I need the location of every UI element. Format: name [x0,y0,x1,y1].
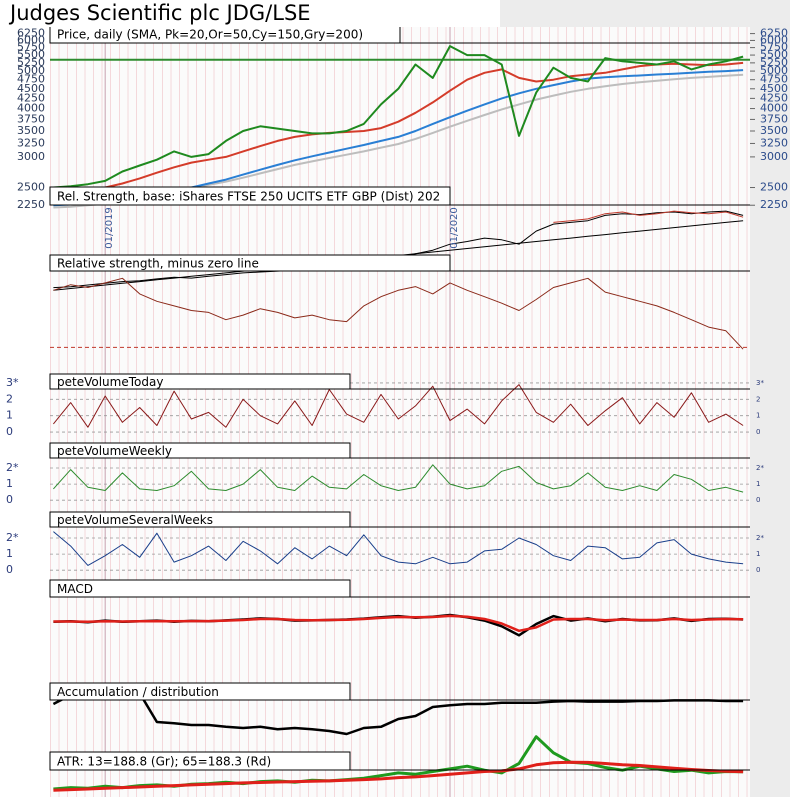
y-tick-label: 3* [6,376,19,389]
y-tick-label: 3750 [17,112,45,125]
panel-title: peteVolumeToday [57,375,163,389]
y-tick-label: 1 [6,477,13,490]
y-tick-label-right: 0 [756,428,760,436]
x-tick-label: 01/2019 [104,207,115,249]
y-tick-label: 0 [6,563,13,576]
panel-title: Accumulation / distribution [57,685,219,699]
y-tick-label-right: 3750 [760,112,788,125]
y-tick-label: 5500 [17,48,45,61]
y-tick-label: 5250 [17,56,45,69]
series-line [553,210,744,223]
y-tick-label-right: 5500 [760,48,788,61]
y-tick-label-right: 2 [756,395,760,403]
left-margin [0,0,50,797]
y-tick-label-right: 4250 [760,91,788,104]
y-tick-label-right: 5000 [760,64,788,77]
y-tick-label: 3250 [17,136,45,149]
series-line [53,464,744,493]
lines-layer [50,27,755,797]
panel-title: peteVolumeWeekly [57,444,172,458]
y-tick-label-right: 3250 [760,136,788,149]
y-tick-label-right: 5250 [760,56,788,69]
panel-title: MACD [57,582,93,596]
y-tick-label-right: 4500 [760,82,788,95]
y-tick-label: 2500 [17,181,45,194]
y-tick-label-right: 6250 [760,27,788,40]
y-tick-label: 6000 [17,33,45,46]
title-box [0,0,500,27]
y-tick-label-right: 2* [756,534,764,542]
panel-label-box [49,373,351,390]
panel-label-box [49,254,451,272]
y-tick-label-right: 2250 [760,198,788,211]
y-tick-label-right: 2* [756,464,764,472]
y-tick-label: 4500 [17,82,45,95]
panel-title: Rel. Strength, base: iShares FTSE 250 UC… [57,190,440,204]
panel-label-box [49,511,351,528]
series-line [53,531,744,566]
panel-title: peteVolumeSeveralWeeks [57,513,213,527]
y-tick-label-right: 1 [756,412,760,420]
y-tick-label: 3500 [17,124,45,137]
y-tick-label-right: 6000 [760,33,788,46]
y-tick-label: 4750 [17,73,45,86]
panel-label-box [49,186,451,206]
y-tick-label: 0 [6,425,13,438]
y-tick-label: 0 [6,493,13,506]
series-line [53,384,744,428]
panel-title: Price, daily (SMA, Pk=20,Or=50,Cy=150,Gr… [57,28,363,42]
series-line [53,45,744,189]
panel-title: Relative strength, minus zero line [57,257,259,271]
panel-label-box [49,751,351,771]
panel-label-box [49,442,351,459]
y-tick-label: 2* [6,461,19,474]
series-line [53,614,744,633]
y-tick-label: 2* [6,531,19,544]
y-tick-label-right: 4000 [760,102,788,115]
panel-label-box [49,579,351,598]
y-tick-label-right: 3* [756,379,764,387]
y-tick-label-right: 3500 [760,124,788,137]
x-tick-label: 01/2020 [449,207,460,249]
series-line [53,69,744,207]
y-tick-label: 5000 [17,64,45,77]
y-tick-label-right: 2500 [760,181,788,194]
y-tick-label-right: 3000 [760,150,788,163]
y-tick-label: 4000 [17,102,45,115]
y-tick-label: 1 [6,547,13,560]
series-line [53,61,744,196]
panel-title: ATR: 13=188.8 (Gr); 65=188.3 (Rd) [57,755,271,769]
chart-title: Judges Scientific plc JDG/LSE [8,1,311,25]
y-tick-label-right: 1 [756,550,760,558]
y-tick-label: 2 [6,392,13,405]
y-tick-label-right: 4750 [760,73,788,86]
y-tick-label-right: 0 [756,566,760,574]
y-tick-label: 1 [6,409,13,422]
series-line [53,760,744,792]
y-tick-label: 4250 [17,91,45,104]
y-tick-label: 2250 [17,198,45,211]
series-line [53,210,744,289]
y-tick-label-right: 1 [756,480,760,488]
y-tick-label: 6250 [17,27,45,40]
y-tick-label: 5750 [17,41,45,54]
panel-label-box [49,682,351,701]
y-tick-label-right: 0 [756,496,760,504]
series-line [52,691,744,736]
y-tick-label-right: 5750 [760,41,788,54]
y-tick-label: 3000 [17,150,45,163]
series-line [53,277,744,350]
